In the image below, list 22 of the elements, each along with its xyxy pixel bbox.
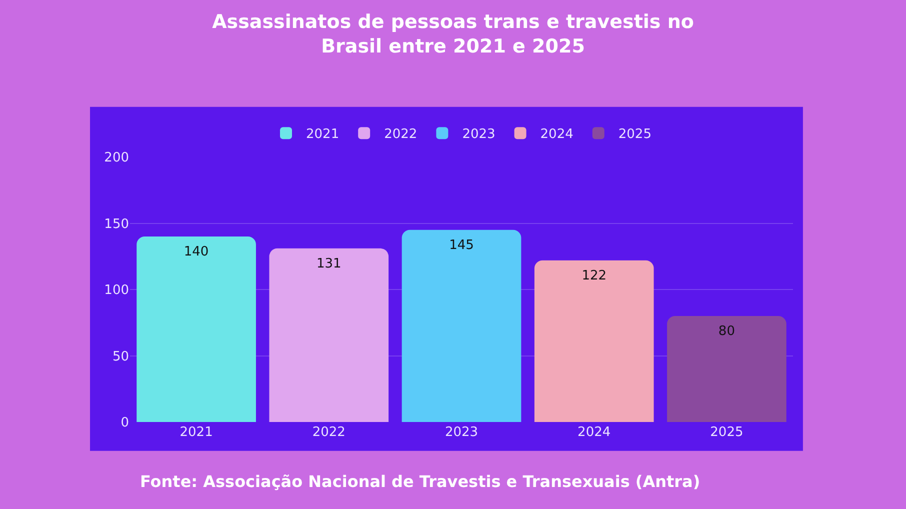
- y-tick-label: 50: [112, 349, 129, 364]
- chart-title: Assassinatos de pessoas trans e travestis no Brasil entre 2021 e 2025: [212, 10, 694, 58]
- data-label: 80: [718, 324, 735, 339]
- legend-label: 2023: [462, 127, 496, 142]
- legend-label: 2021: [306, 127, 340, 142]
- x-tick-label: 2023: [444, 425, 478, 440]
- y-tick-label: 150: [104, 216, 129, 232]
- y-tick-label: 100: [104, 283, 129, 298]
- y-tick-label: 200: [104, 150, 129, 166]
- legend-label: 2022: [384, 127, 418, 142]
- data-label: 145: [449, 238, 474, 253]
- x-tick-label: 2021: [180, 425, 213, 440]
- x-tick-label: 2022: [312, 425, 346, 440]
- data-label: 131: [316, 256, 342, 272]
- y-tick-label: 0: [120, 416, 129, 431]
- legend-label: 2025: [618, 127, 652, 142]
- legend-label: 2024: [540, 127, 574, 142]
- x-tick-label: 2024: [578, 425, 611, 440]
- data-label: 122: [582, 268, 607, 284]
- data-label: 140: [184, 244, 209, 260]
- x-tick-label: 2025: [710, 425, 744, 440]
- source-note: Fonte: Associação Nacional de Travestis e Transexuais (Antra): [140, 472, 700, 491]
